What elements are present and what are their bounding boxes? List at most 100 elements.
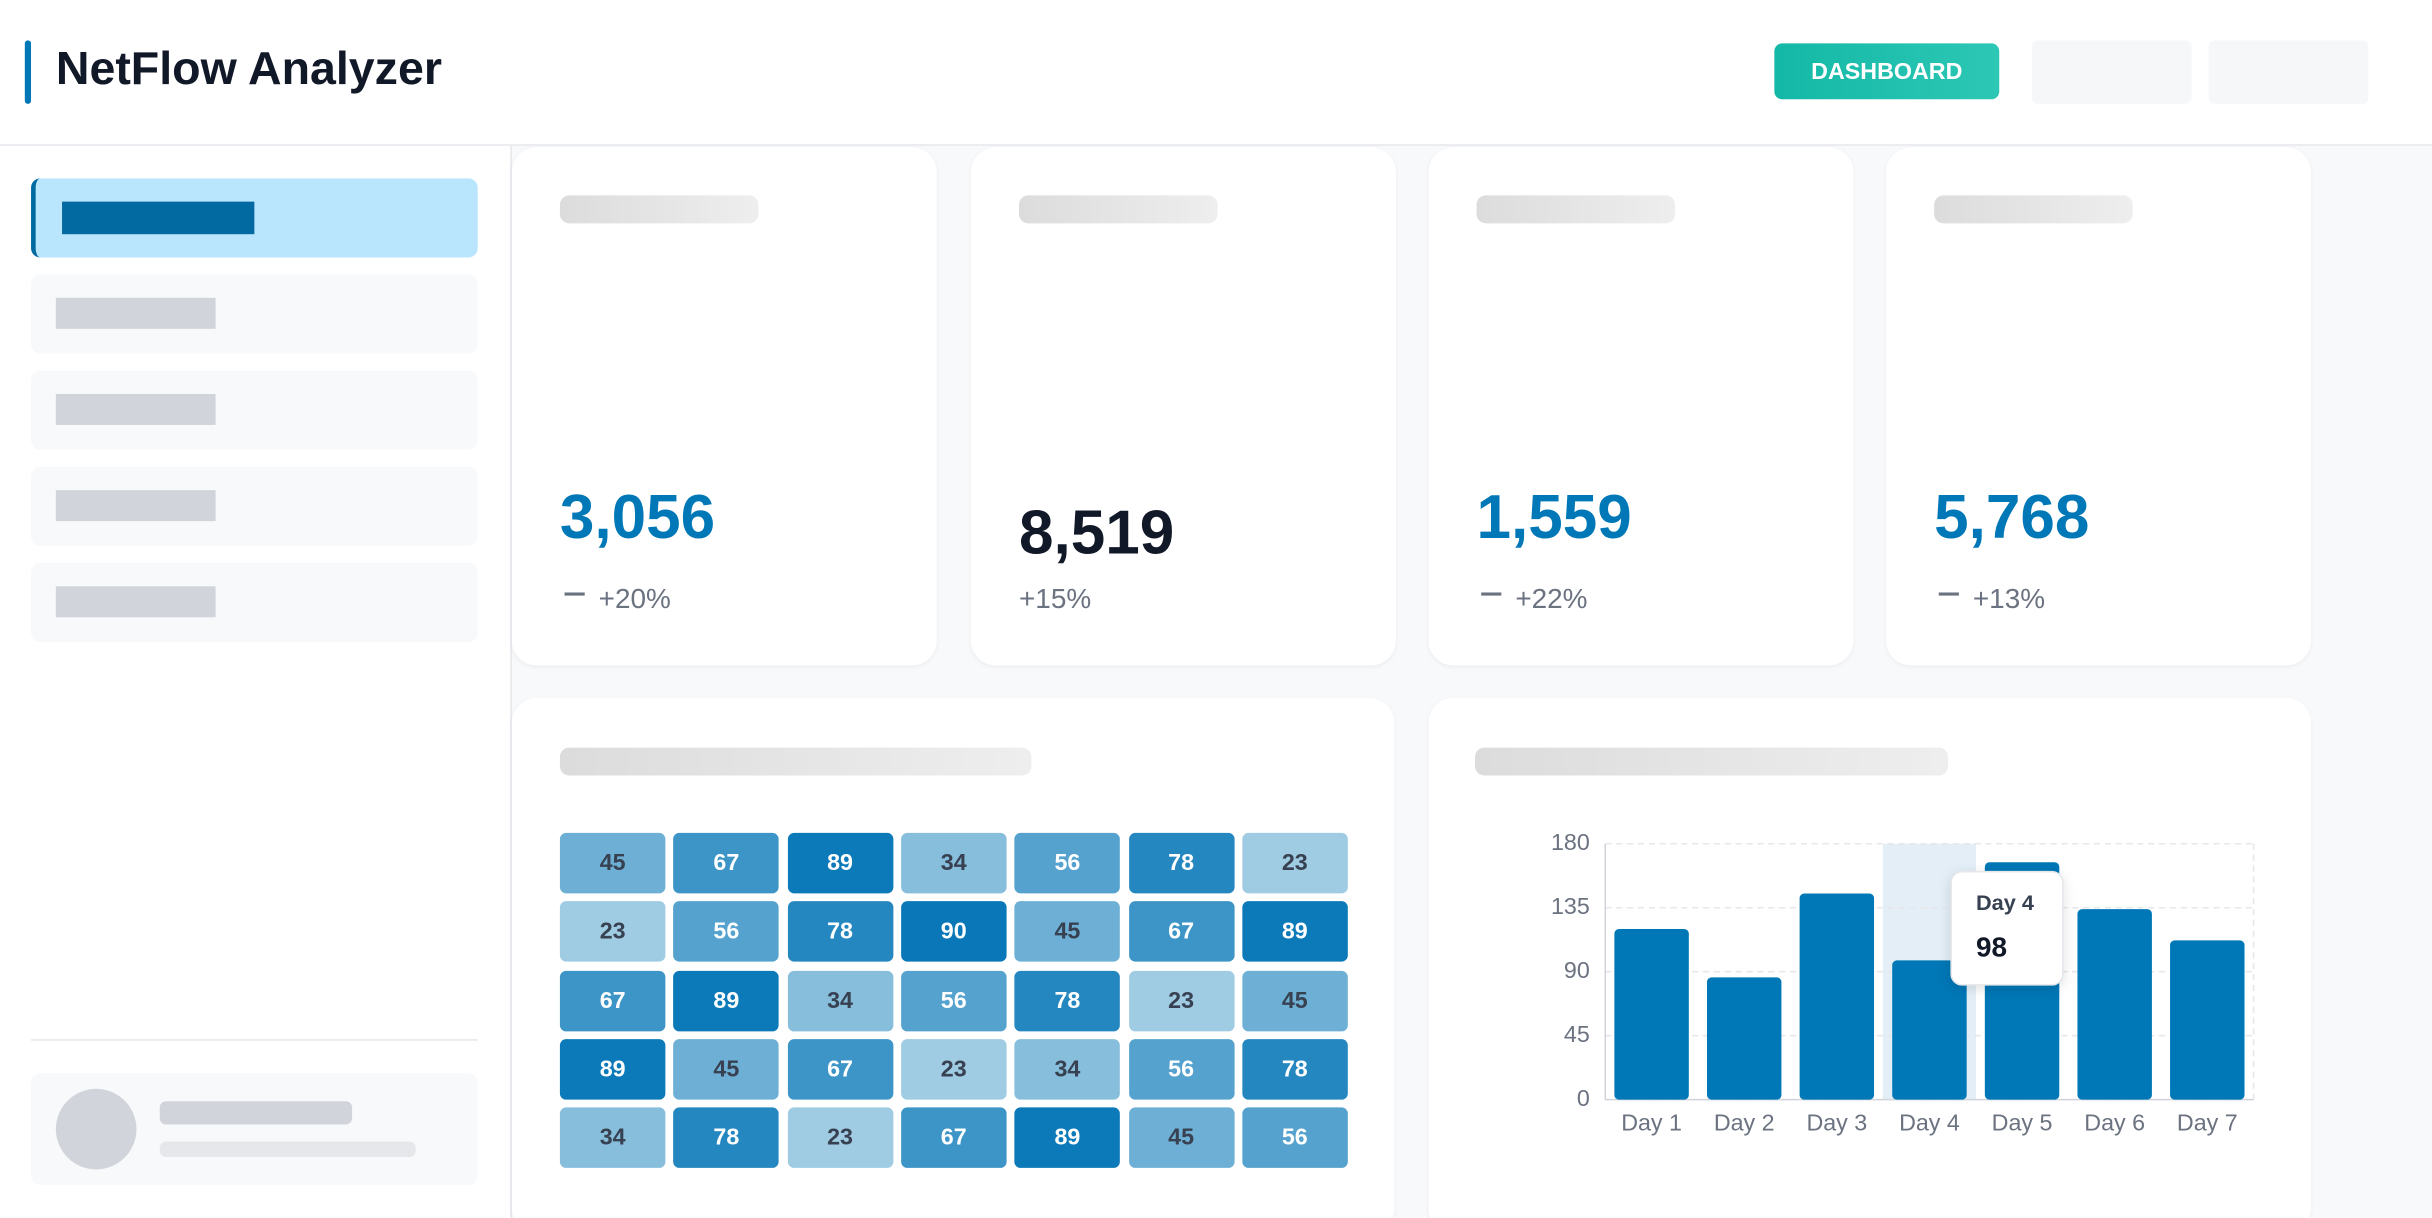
heatmap-cell: 45 xyxy=(1014,901,1121,963)
nav-label xyxy=(55,490,216,522)
x-tick-label: Day 7 xyxy=(2177,1110,2238,1136)
chart-panel xyxy=(1428,697,2311,1218)
heatmap-panel: 45 67 89 34 56 78 23 23 56 78 90 45 67 89 67 89 34 56 78 23… xyxy=(511,697,1395,1218)
panel-title xyxy=(559,747,1032,776)
nav-placeholder[interactable] xyxy=(2031,40,2192,104)
kpi-card: 8,519 +15% xyxy=(970,147,1396,666)
heatmap-cell: 67 xyxy=(1128,901,1234,963)
heatmap-cell: 45 xyxy=(1128,1107,1234,1169)
heatmap-cell: 67 xyxy=(559,970,666,1031)
x-tick-label: Day 1 xyxy=(1621,1110,1682,1136)
trend-icon xyxy=(1938,592,1959,596)
heatmap-cell: 23 xyxy=(900,1039,1007,1100)
bar xyxy=(1799,893,1875,1100)
kpi-card: 1,559 +22% xyxy=(1428,147,1854,666)
heatmap-cell: 89 xyxy=(787,832,893,894)
heatmap-cell: 45 xyxy=(1242,970,1348,1031)
nav-label xyxy=(62,201,255,235)
y-tick-label: 0 xyxy=(1577,1085,1590,1111)
heatmap-cell: 56 xyxy=(1128,1039,1234,1100)
heatmap-cell: 23 xyxy=(559,901,666,963)
heatmap-cell: 67 xyxy=(673,832,780,894)
bar xyxy=(1892,960,1967,1100)
kpi-value: 1,559 xyxy=(1476,483,1632,553)
heatmap-cell: 67 xyxy=(787,1039,893,1100)
kpi-value: 3,056 xyxy=(559,483,716,553)
heatmap-cell: 34 xyxy=(1014,1039,1121,1100)
avatar xyxy=(55,1088,137,1170)
heatmap-cell: 56 xyxy=(1242,1107,1348,1169)
nav-item-active[interactable] xyxy=(31,178,478,258)
kpi-label xyxy=(1476,195,1676,224)
heatmap-cell: 45 xyxy=(673,1039,780,1100)
trend-icon xyxy=(1481,592,1502,596)
kpi-value: 8,519 xyxy=(1019,499,1175,568)
heatmap-cell: 78 xyxy=(1128,832,1234,894)
header: NetFlow Analyzer DASHBOARD xyxy=(0,0,2432,146)
bar xyxy=(1706,977,1782,1100)
heatmap-cell: 56 xyxy=(1014,832,1121,894)
kpi-change: +22% xyxy=(1515,583,1588,615)
kpi-label xyxy=(1934,195,2133,224)
trend-icon xyxy=(564,592,585,596)
tooltip-box xyxy=(1950,870,2064,986)
tooltip: Day 4 98 xyxy=(1950,870,2064,986)
heatmap-cell: 34 xyxy=(559,1107,666,1169)
tooltip-value: 98 xyxy=(1976,932,2007,963)
x-tick-label: Day 6 xyxy=(2084,1110,2145,1136)
profile-name xyxy=(159,1101,353,1125)
y-tick-label: 180 xyxy=(1551,829,1590,855)
dashboard-button[interactable]: DASHBOARD xyxy=(1774,43,2000,100)
nav-item[interactable] xyxy=(31,466,478,546)
heatmap-cell: 23 xyxy=(1242,832,1348,894)
heatmap-cell: 89 xyxy=(673,970,780,1031)
heatmap-cell: 78 xyxy=(1014,970,1121,1031)
heatmap-cell: 56 xyxy=(900,970,1007,1031)
kpi-change: +15% xyxy=(1019,583,1092,615)
sidebar xyxy=(0,145,512,1218)
heatmap-cell: 23 xyxy=(787,1107,893,1169)
kpi-label xyxy=(559,195,759,224)
nav-label xyxy=(55,297,216,329)
heatmap-cell: 89 xyxy=(1242,901,1348,963)
kpi-card: 3,056 +20% xyxy=(511,147,937,666)
heatmap-cell: 78 xyxy=(787,901,893,963)
tooltip-label: Day 4 xyxy=(1976,890,2034,915)
nav-placeholder[interactable] xyxy=(2208,40,2369,104)
profile-sub xyxy=(159,1141,416,1158)
profile[interactable] xyxy=(31,1073,478,1185)
kpi-change: +13% xyxy=(1972,583,2046,615)
bar xyxy=(1614,929,1689,1100)
kpi-label xyxy=(1019,195,1218,224)
panel-title xyxy=(1475,747,1949,776)
x-tick-label: Day 4 xyxy=(1899,1110,1960,1136)
x-tick-label: Day 3 xyxy=(1806,1110,1867,1136)
nav-label xyxy=(55,586,216,618)
heatmap-cell: 23 xyxy=(1128,970,1234,1031)
y-tick-label: 135 xyxy=(1551,893,1590,919)
nav-item[interactable] xyxy=(31,370,478,450)
x-tick-label: Day 2 xyxy=(1714,1110,1775,1136)
accent xyxy=(24,40,32,104)
heatmap-cell: 56 xyxy=(673,901,780,963)
heatmap-cell: 89 xyxy=(1014,1107,1121,1169)
x-tick-label: Day 5 xyxy=(1992,1110,2053,1136)
nav-item[interactable] xyxy=(31,274,478,354)
y-tick-label: 90 xyxy=(1564,957,1590,983)
bar-chart: 0 45 90 135 180 Day 1 Day 2 Day 3 Day 4 Day 5 Day … xyxy=(1551,829,2255,1136)
heatmap-cell: 89 xyxy=(559,1039,666,1100)
y-tick-label: 45 xyxy=(1564,1021,1590,1047)
nav-item[interactable] xyxy=(31,563,478,643)
divider xyxy=(31,1039,478,1041)
heatmap-cell: 34 xyxy=(787,970,893,1031)
nav-label xyxy=(55,393,216,425)
bar xyxy=(2077,909,2152,1100)
heatmap-cell: 45 xyxy=(559,832,666,894)
kpi-value: 5,768 xyxy=(1934,483,2090,553)
heatmap-cell: 78 xyxy=(1242,1039,1348,1100)
app-title: NetFlow Analyzer xyxy=(55,43,442,95)
heatmap-cell: 90 xyxy=(900,901,1007,963)
bar xyxy=(2170,940,2245,1100)
heatmap-cell: 34 xyxy=(900,832,1007,894)
